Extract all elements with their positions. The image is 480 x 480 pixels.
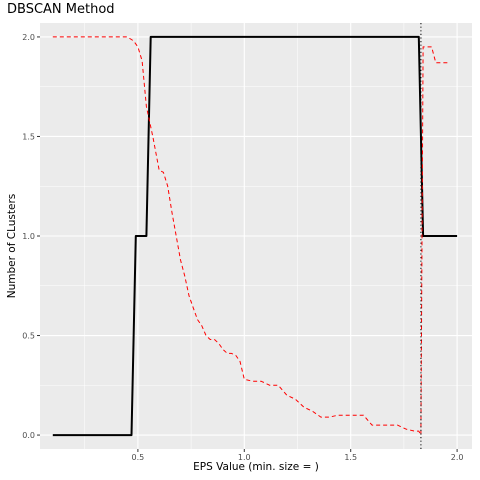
y-axis-label: Number of CLusters	[2, 194, 22, 298]
y-tick-label: 0.0	[22, 431, 35, 440]
chart-title: DBSCAN Method	[7, 2, 115, 17]
axes: 0.5 1.0 1.5 2.0 0.0 0.5 1.0 1.5 2.0	[22, 33, 463, 462]
series-layer	[52, 23, 458, 449]
y-tick-label: 2.0	[22, 33, 35, 42]
y-tick-label: 1.5	[22, 132, 35, 141]
y-tick-label: 1.0	[22, 232, 35, 241]
grid	[40, 23, 472, 449]
x-tick-label: 2.0	[451, 453, 464, 462]
x-tick-label: 0.5	[132, 453, 145, 462]
x-tick-label: 1.5	[344, 453, 357, 462]
x-axis-label: EPS Value (min. size = )	[193, 461, 319, 473]
series-line-solid	[52, 35, 458, 437]
series-line-dashed	[52, 36, 449, 436]
y-axis-label-text: Number of CLusters	[6, 193, 18, 299]
y-tick-label: 0.5	[22, 332, 35, 341]
x-tick-label: 1.0	[238, 453, 251, 462]
